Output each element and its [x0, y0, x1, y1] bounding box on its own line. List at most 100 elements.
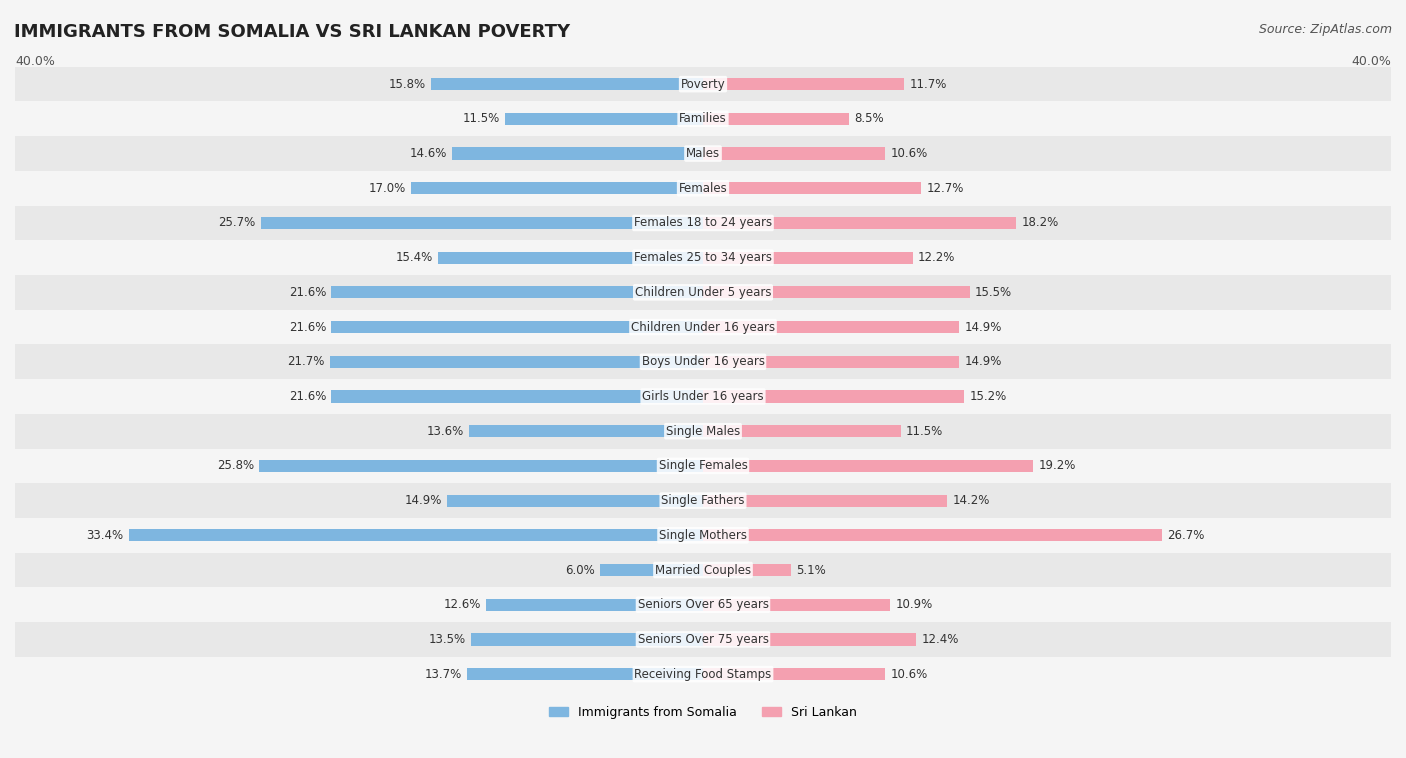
Text: 13.6%: 13.6% — [426, 424, 464, 437]
Bar — [703, 668, 886, 680]
Text: 11.5%: 11.5% — [463, 112, 501, 125]
Bar — [703, 356, 959, 368]
Text: Receiving Food Stamps: Receiving Food Stamps — [634, 668, 772, 681]
Bar — [703, 599, 890, 611]
Bar — [703, 182, 921, 194]
Text: 21.6%: 21.6% — [290, 390, 326, 403]
Bar — [703, 287, 970, 299]
Bar — [486, 599, 703, 611]
Text: 14.9%: 14.9% — [965, 321, 1002, 334]
Bar — [15, 240, 1391, 275]
Text: 12.2%: 12.2% — [918, 251, 955, 265]
Text: Females: Females — [679, 182, 727, 195]
Bar — [15, 553, 1391, 587]
Bar — [600, 564, 703, 576]
Text: 11.5%: 11.5% — [905, 424, 943, 437]
Text: 5.1%: 5.1% — [796, 563, 825, 577]
Text: 6.0%: 6.0% — [565, 563, 595, 577]
Text: 12.4%: 12.4% — [921, 633, 959, 646]
Bar — [15, 275, 1391, 310]
Text: Females 18 to 24 years: Females 18 to 24 years — [634, 217, 772, 230]
Bar — [470, 425, 703, 437]
Text: IMMIGRANTS FROM SOMALIA VS SRI LANKAN POVERTY: IMMIGRANTS FROM SOMALIA VS SRI LANKAN PO… — [14, 23, 571, 41]
Text: Children Under 16 years: Children Under 16 years — [631, 321, 775, 334]
Text: Females 25 to 34 years: Females 25 to 34 years — [634, 251, 772, 265]
Bar — [15, 656, 1391, 691]
Bar — [332, 321, 703, 334]
Bar — [15, 587, 1391, 622]
Text: 14.6%: 14.6% — [409, 147, 447, 160]
Bar — [703, 321, 959, 334]
Text: 13.5%: 13.5% — [429, 633, 465, 646]
Bar — [447, 494, 703, 506]
Text: Single Females: Single Females — [658, 459, 748, 472]
Bar — [703, 425, 901, 437]
Text: 33.4%: 33.4% — [86, 529, 124, 542]
Text: 10.6%: 10.6% — [890, 147, 928, 160]
Text: 40.0%: 40.0% — [1351, 55, 1391, 67]
Text: Married Couples: Married Couples — [655, 563, 751, 577]
Bar — [15, 414, 1391, 449]
Text: Girls Under 16 years: Girls Under 16 years — [643, 390, 763, 403]
Bar — [332, 287, 703, 299]
Bar — [15, 136, 1391, 171]
Bar — [15, 449, 1391, 484]
Text: 15.8%: 15.8% — [389, 77, 426, 91]
Text: Single Fathers: Single Fathers — [661, 494, 745, 507]
Text: 12.6%: 12.6% — [444, 598, 481, 611]
Bar — [439, 252, 703, 264]
Text: 25.7%: 25.7% — [218, 217, 256, 230]
Text: 14.9%: 14.9% — [965, 356, 1002, 368]
Bar — [703, 217, 1017, 229]
Bar — [703, 494, 948, 506]
Bar — [467, 668, 703, 680]
Bar — [15, 310, 1391, 344]
Text: Males: Males — [686, 147, 720, 160]
Text: Seniors Over 75 years: Seniors Over 75 years — [637, 633, 769, 646]
Bar — [330, 356, 703, 368]
Text: 21.6%: 21.6% — [290, 286, 326, 299]
Text: 40.0%: 40.0% — [15, 55, 55, 67]
Text: 15.4%: 15.4% — [395, 251, 433, 265]
Text: 14.9%: 14.9% — [404, 494, 441, 507]
Bar — [703, 113, 849, 125]
Bar — [262, 217, 703, 229]
Text: Seniors Over 65 years: Seniors Over 65 years — [637, 598, 769, 611]
Text: 26.7%: 26.7% — [1167, 529, 1205, 542]
Bar — [15, 622, 1391, 656]
Text: 17.0%: 17.0% — [368, 182, 405, 195]
Bar — [15, 67, 1391, 102]
Text: 18.2%: 18.2% — [1021, 217, 1059, 230]
Bar — [451, 148, 703, 160]
Bar — [15, 484, 1391, 518]
Text: 15.2%: 15.2% — [970, 390, 1007, 403]
Text: Families: Families — [679, 112, 727, 125]
Bar — [471, 634, 703, 646]
Bar — [703, 390, 965, 402]
Text: 25.8%: 25.8% — [217, 459, 254, 472]
Text: 11.7%: 11.7% — [910, 77, 946, 91]
Bar — [15, 344, 1391, 379]
Text: Single Mothers: Single Mothers — [659, 529, 747, 542]
Bar — [703, 529, 1163, 541]
Bar — [15, 205, 1391, 240]
Bar — [505, 113, 703, 125]
Text: 15.5%: 15.5% — [974, 286, 1012, 299]
Bar — [703, 634, 917, 646]
Bar — [259, 460, 703, 472]
Text: 12.7%: 12.7% — [927, 182, 965, 195]
Text: Source: ZipAtlas.com: Source: ZipAtlas.com — [1258, 23, 1392, 36]
Bar — [411, 182, 703, 194]
Bar — [703, 148, 886, 160]
Bar — [15, 379, 1391, 414]
Text: 21.7%: 21.7% — [287, 356, 325, 368]
Bar — [332, 390, 703, 402]
Text: 10.6%: 10.6% — [890, 668, 928, 681]
Text: Single Males: Single Males — [666, 424, 740, 437]
Bar — [703, 252, 912, 264]
Legend: Immigrants from Somalia, Sri Lankan: Immigrants from Somalia, Sri Lankan — [544, 700, 862, 724]
Bar — [128, 529, 703, 541]
Text: 14.2%: 14.2% — [952, 494, 990, 507]
Bar — [432, 78, 703, 90]
Bar — [15, 171, 1391, 205]
